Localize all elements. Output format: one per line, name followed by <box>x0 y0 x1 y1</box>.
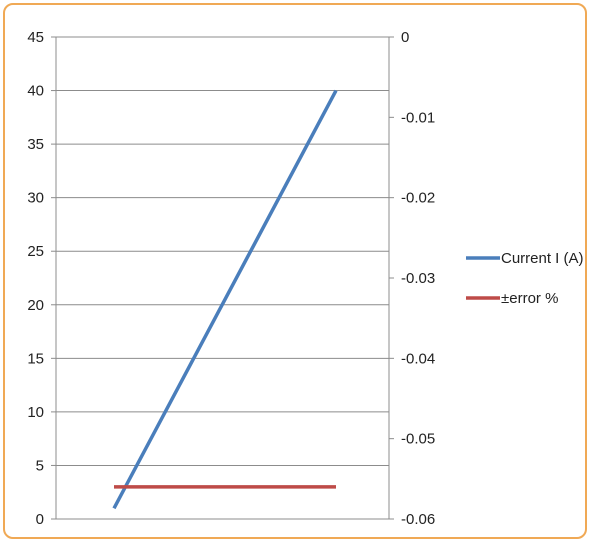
right-tick-label: -0.05 <box>401 431 435 448</box>
left-tick-label: 35 <box>27 136 44 153</box>
left-tick-label: 10 <box>27 404 44 421</box>
right-tick-label: -0.04 <box>401 350 435 367</box>
right-tick-label: -0.01 <box>401 109 435 126</box>
right-tick-label: 0 <box>401 29 409 46</box>
series-line-1 <box>112 89 338 510</box>
right-axis-ticks: -0.06 -0.05 -0.04 -0.03 -0.02 -0.01 0 <box>401 29 435 528</box>
left-tick-label: 30 <box>27 190 44 207</box>
left-tick-label: 15 <box>27 350 44 367</box>
right-tick-label: -0.03 <box>401 270 435 287</box>
left-axis-ticks: 0 5 10 15 20 25 30 35 40 45 <box>27 29 44 528</box>
axes <box>51 36 394 520</box>
legend: Current I (A) ±error % <box>466 250 584 307</box>
series-lines <box>112 89 338 510</box>
legend-label-1: Current I (A) <box>501 250 584 267</box>
left-tick-label: 25 <box>27 243 44 260</box>
left-tick-label: 20 <box>27 297 44 314</box>
left-tick-label: 5 <box>36 457 44 474</box>
right-tick-label: -0.02 <box>401 190 435 207</box>
gridlines <box>56 36 389 520</box>
left-tick-label: 40 <box>27 83 44 100</box>
left-tick-label: 45 <box>27 29 44 46</box>
chart-frame <box>3 3 587 539</box>
left-tick-label: 0 <box>36 511 44 528</box>
right-tick-label: -0.06 <box>401 511 435 528</box>
legend-label-2: ±error % <box>501 290 558 307</box>
